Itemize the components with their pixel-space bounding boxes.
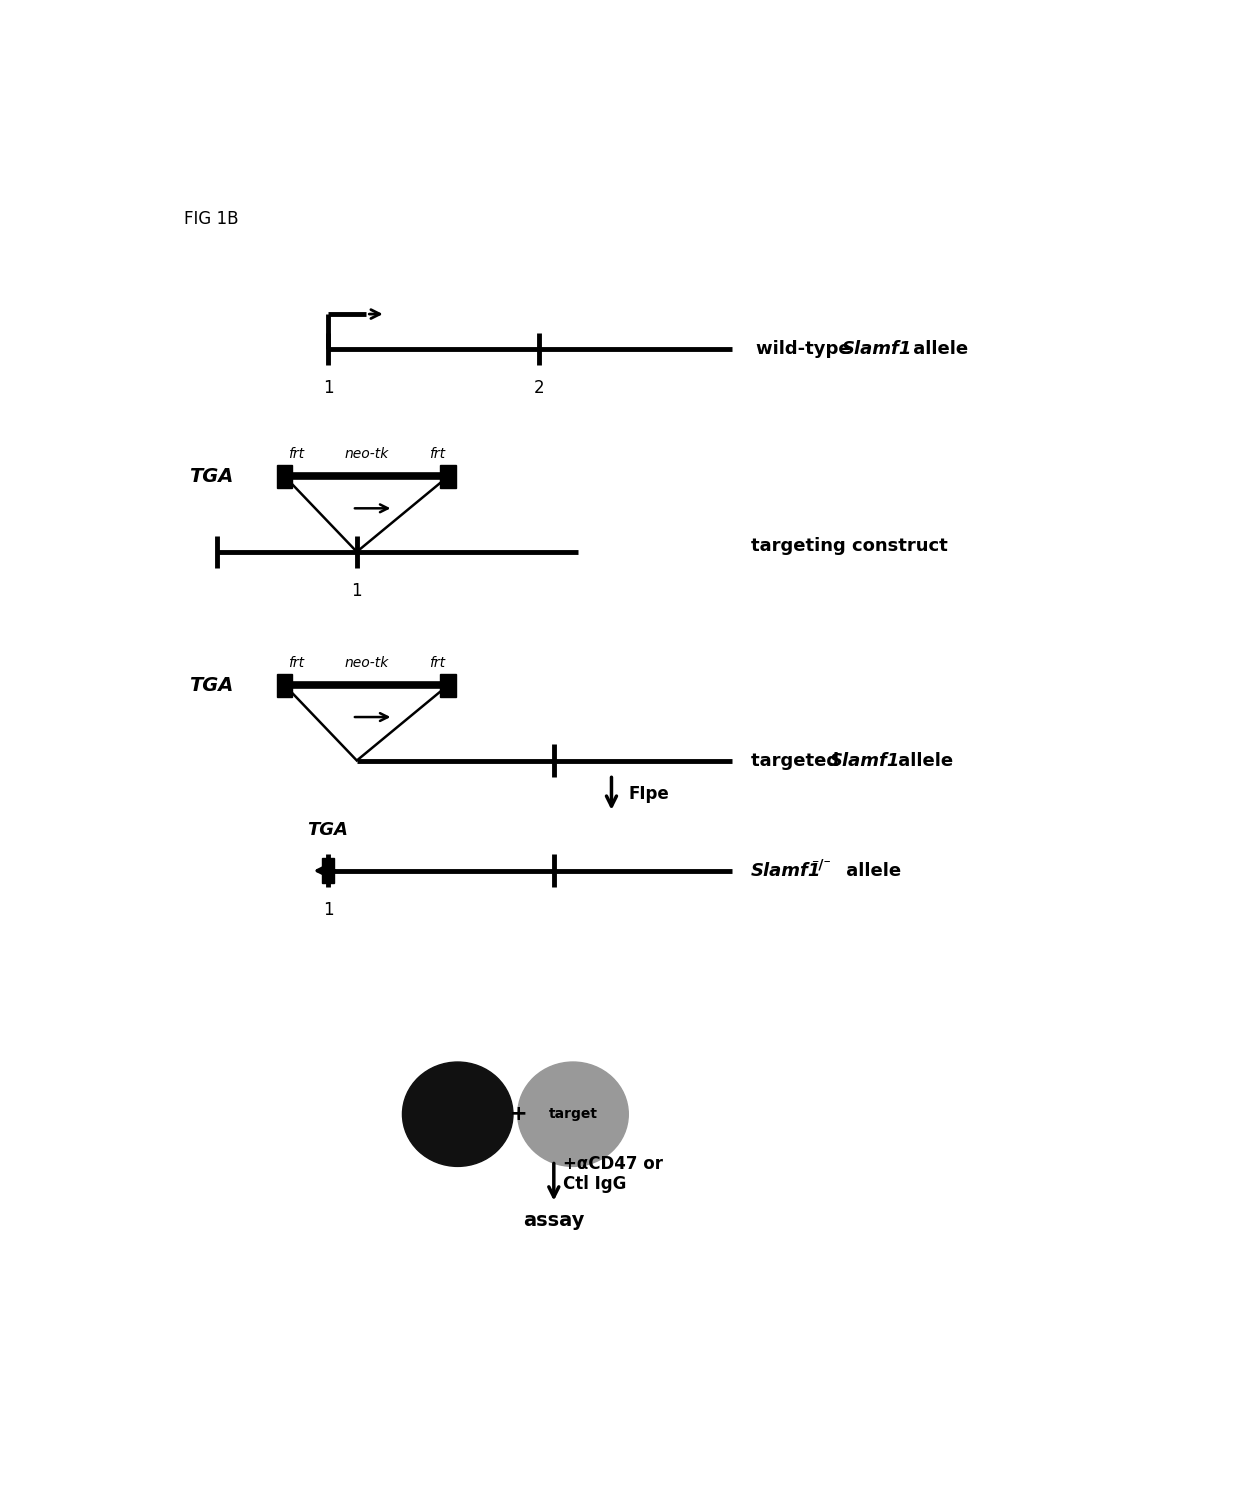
Text: frt: frt bbox=[288, 657, 304, 670]
Text: neo-tk: neo-tk bbox=[345, 657, 388, 670]
Ellipse shape bbox=[518, 1062, 629, 1167]
Text: allele: allele bbox=[908, 340, 968, 358]
Text: assay: assay bbox=[523, 1211, 584, 1230]
Text: neo-tk: neo-tk bbox=[345, 447, 388, 461]
Text: allele: allele bbox=[892, 751, 954, 770]
Text: 2: 2 bbox=[534, 380, 544, 398]
Text: TGA: TGA bbox=[188, 467, 233, 486]
Text: FIG 1B: FIG 1B bbox=[184, 209, 238, 227]
Text: targeted: targeted bbox=[751, 751, 846, 770]
Text: TGA: TGA bbox=[188, 676, 233, 694]
Text: wild-type: wild-type bbox=[755, 340, 857, 358]
Text: 1: 1 bbox=[322, 380, 334, 398]
Text: frt: frt bbox=[288, 447, 304, 461]
Text: Slamf1: Slamf1 bbox=[751, 861, 821, 880]
Text: TGA: TGA bbox=[308, 821, 348, 839]
Text: target: target bbox=[548, 1107, 598, 1120]
Bar bbox=[277, 465, 293, 488]
Text: frt: frt bbox=[429, 447, 445, 461]
Text: Ctl IgG: Ctl IgG bbox=[563, 1175, 626, 1193]
Text: +: + bbox=[510, 1104, 527, 1123]
Text: ⁻/⁻: ⁻/⁻ bbox=[811, 858, 831, 872]
Text: +αCD47 or: +αCD47 or bbox=[563, 1155, 663, 1173]
Bar bbox=[322, 858, 334, 884]
Text: targeting construct: targeting construct bbox=[751, 538, 947, 556]
Bar bbox=[440, 465, 456, 488]
Text: Slamf1: Slamf1 bbox=[842, 340, 913, 358]
Bar bbox=[277, 673, 293, 697]
Ellipse shape bbox=[403, 1062, 513, 1167]
Text: Slamf1: Slamf1 bbox=[830, 751, 900, 770]
Text: FIpe: FIpe bbox=[629, 785, 670, 803]
Text: 1: 1 bbox=[351, 581, 362, 599]
Bar bbox=[440, 673, 456, 697]
Text: allele: allele bbox=[841, 861, 901, 880]
Text: frt: frt bbox=[429, 657, 445, 670]
Text: 1: 1 bbox=[322, 901, 334, 919]
